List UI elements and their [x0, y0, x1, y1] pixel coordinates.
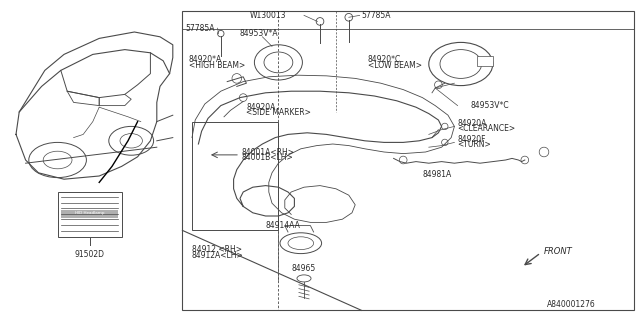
Circle shape [521, 156, 529, 164]
Text: 57785A: 57785A [362, 11, 391, 20]
Text: FRONT: FRONT [544, 247, 573, 256]
Text: 91502D: 91502D [75, 250, 104, 259]
Text: W130013: W130013 [250, 11, 286, 20]
Text: <TURN>: <TURN> [458, 140, 492, 149]
Text: 84920*A: 84920*A [189, 55, 222, 64]
Text: <SIDE MARKER>: <SIDE MARKER> [246, 108, 311, 117]
Ellipse shape [297, 275, 311, 282]
Text: A840001276: A840001276 [547, 300, 596, 309]
Ellipse shape [429, 43, 493, 86]
Bar [58, 192, 122, 237]
Text: <CLEARANCE>: <CLEARANCE> [458, 124, 516, 133]
Text: 84953V*A: 84953V*A [240, 29, 278, 38]
Text: 84001A<RH>: 84001A<RH> [242, 148, 295, 156]
Text: <HIGH BEAM>: <HIGH BEAM> [189, 61, 245, 70]
Bar [477, 56, 493, 66]
Ellipse shape [440, 50, 481, 78]
Circle shape [232, 74, 242, 83]
Circle shape [218, 30, 224, 37]
Text: 84981A: 84981A [422, 170, 452, 179]
Bar [192, 122, 278, 230]
Text: 84001B<LH>: 84001B<LH> [242, 153, 294, 162]
Bar [182, 11, 634, 310]
Circle shape [316, 18, 324, 25]
Ellipse shape [264, 52, 292, 73]
Text: 84920A: 84920A [458, 119, 487, 128]
Text: 84920F: 84920F [458, 135, 486, 144]
Ellipse shape [254, 45, 302, 80]
Text: 84953V*C: 84953V*C [470, 101, 509, 110]
Circle shape [239, 94, 247, 101]
Ellipse shape [280, 233, 321, 254]
Circle shape [442, 123, 448, 130]
Circle shape [540, 147, 548, 157]
Text: 84920*C: 84920*C [368, 55, 401, 64]
Ellipse shape [288, 237, 314, 250]
Text: 84965: 84965 [291, 264, 316, 273]
Text: HID Headlamp: HID Headlamp [75, 212, 104, 215]
Circle shape [399, 156, 407, 164]
Text: 84912 <RH>: 84912 <RH> [192, 245, 242, 254]
Text: 84920A: 84920A [246, 103, 276, 112]
Text: 84914AA: 84914AA [266, 221, 300, 230]
Text: 57785A: 57785A [186, 24, 215, 33]
Circle shape [442, 139, 448, 146]
Circle shape [435, 81, 442, 89]
Bar [61, 210, 118, 218]
Text: <LOW BEAM>: <LOW BEAM> [368, 61, 422, 70]
Circle shape [345, 13, 353, 21]
Text: 84912A<LH>: 84912A<LH> [192, 251, 244, 260]
